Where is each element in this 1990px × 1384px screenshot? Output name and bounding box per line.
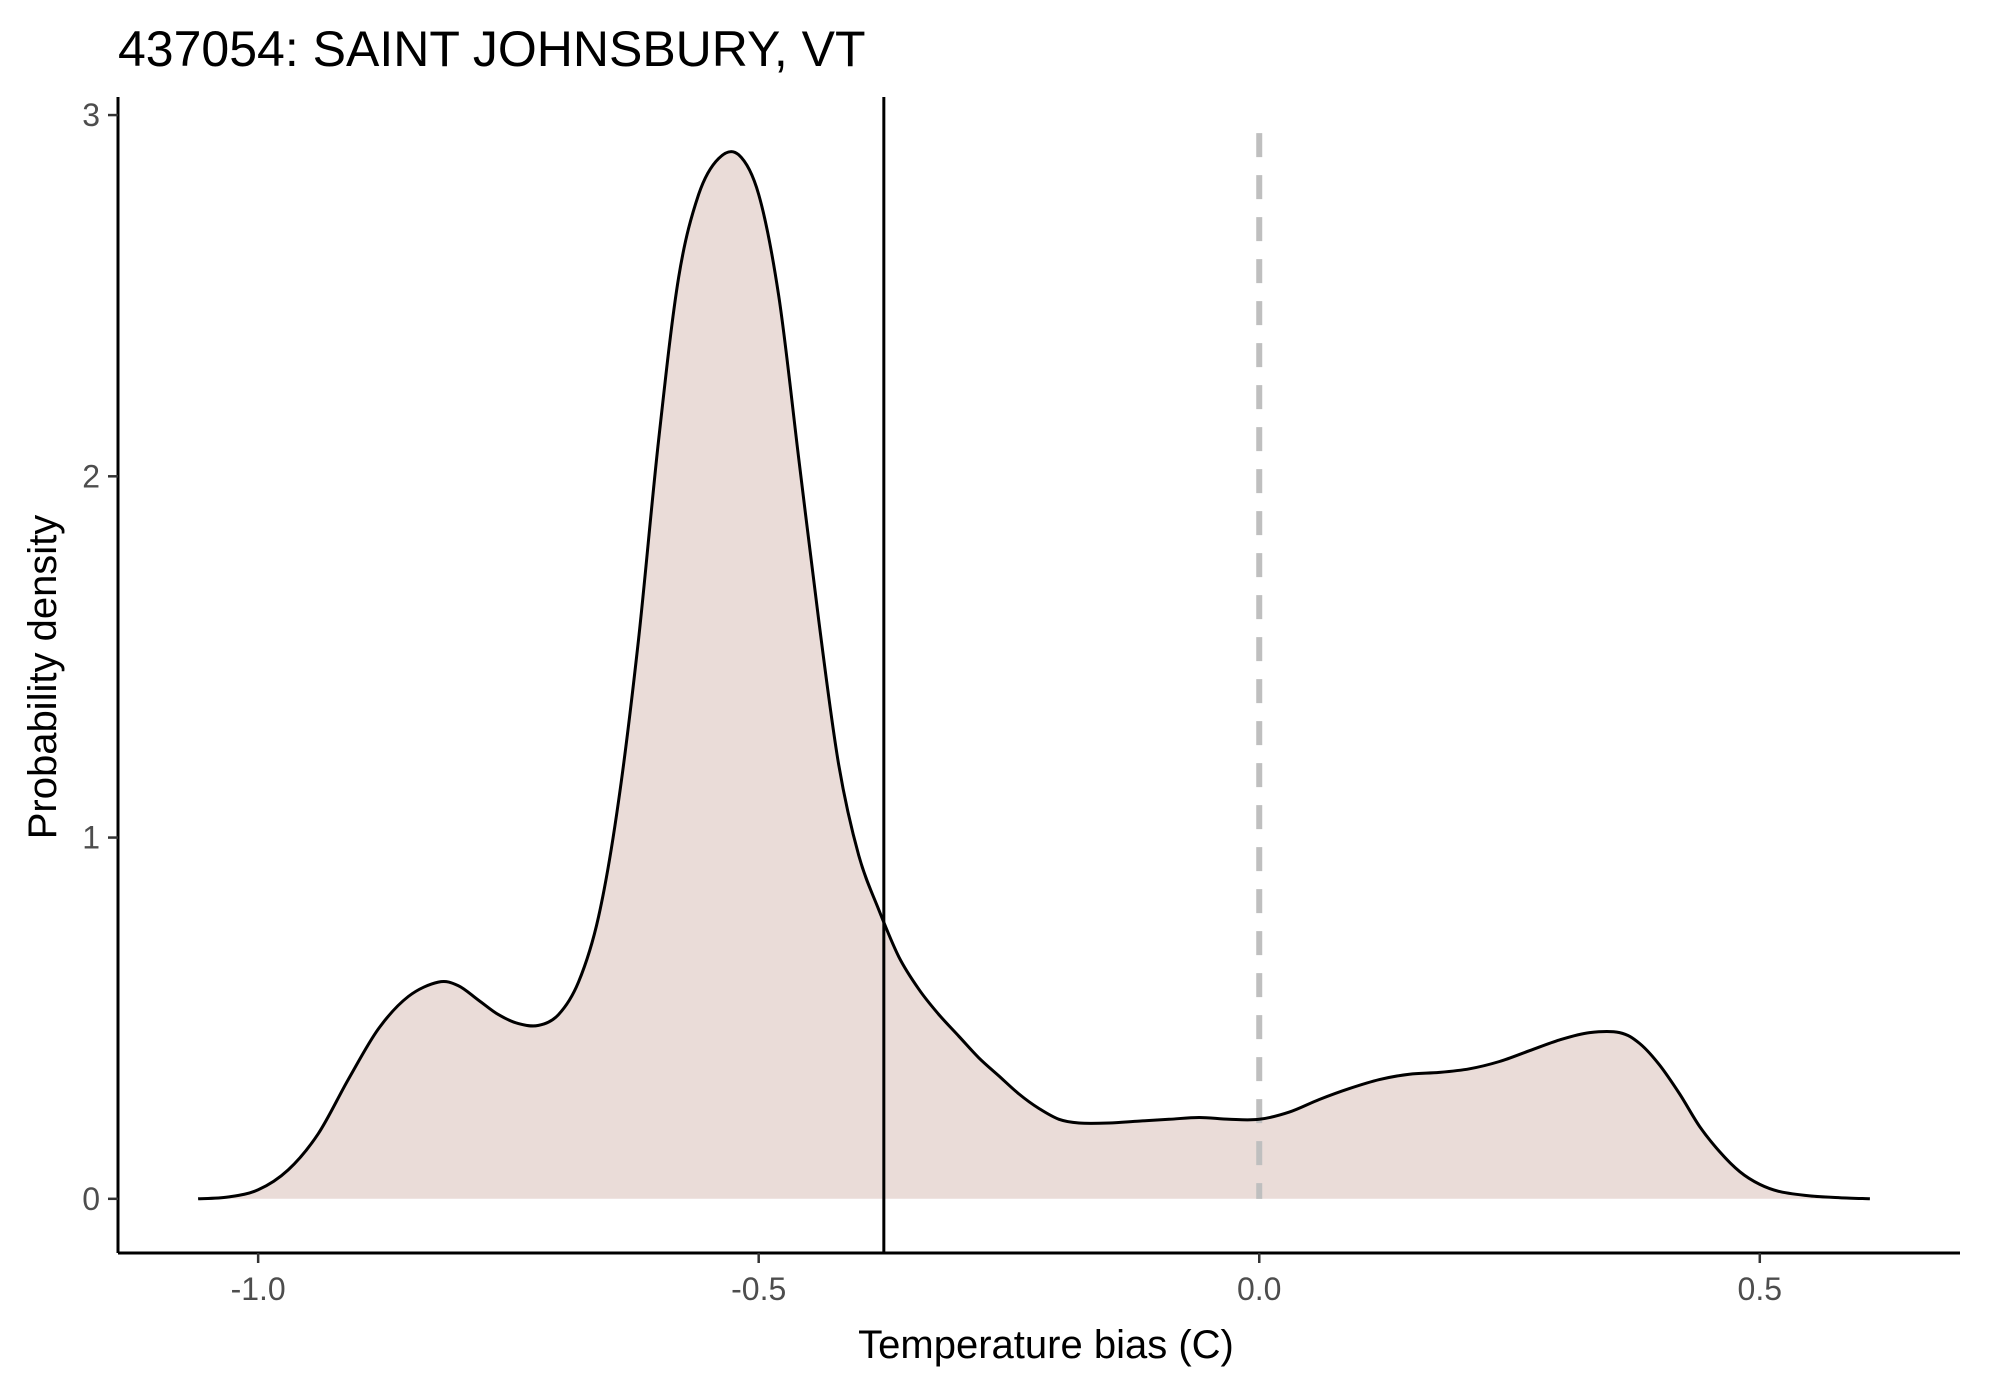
y-axis-title: Probability density	[21, 515, 65, 840]
x-tick-label: -0.5	[731, 1271, 786, 1307]
y-axis-ticks: 0 1 2 3	[82, 97, 118, 1217]
x-tick-label: 0.5	[1738, 1271, 1782, 1307]
plot-area	[198, 97, 1870, 1253]
y-tick-label: 0	[82, 1181, 100, 1217]
x-axis-ticks: -1.0 -0.5 0.0 0.5	[231, 1253, 1782, 1307]
chart-title: 437054: SAINT JOHNSBURY, VT	[118, 21, 866, 77]
x-tick-label: -1.0	[231, 1271, 286, 1307]
density-area	[198, 151, 1870, 1199]
x-axis-title: Temperature bias (C)	[858, 1323, 1234, 1367]
y-tick-label: 3	[82, 97, 100, 133]
x-tick-label: 0.0	[1237, 1271, 1281, 1307]
y-tick-label: 1	[82, 820, 100, 856]
density-line	[198, 150, 1870, 1201]
y-tick-label: 2	[82, 458, 100, 494]
axes: -1.0 -0.5 0.0 0.5 0 1 2 3	[82, 97, 1960, 1307]
